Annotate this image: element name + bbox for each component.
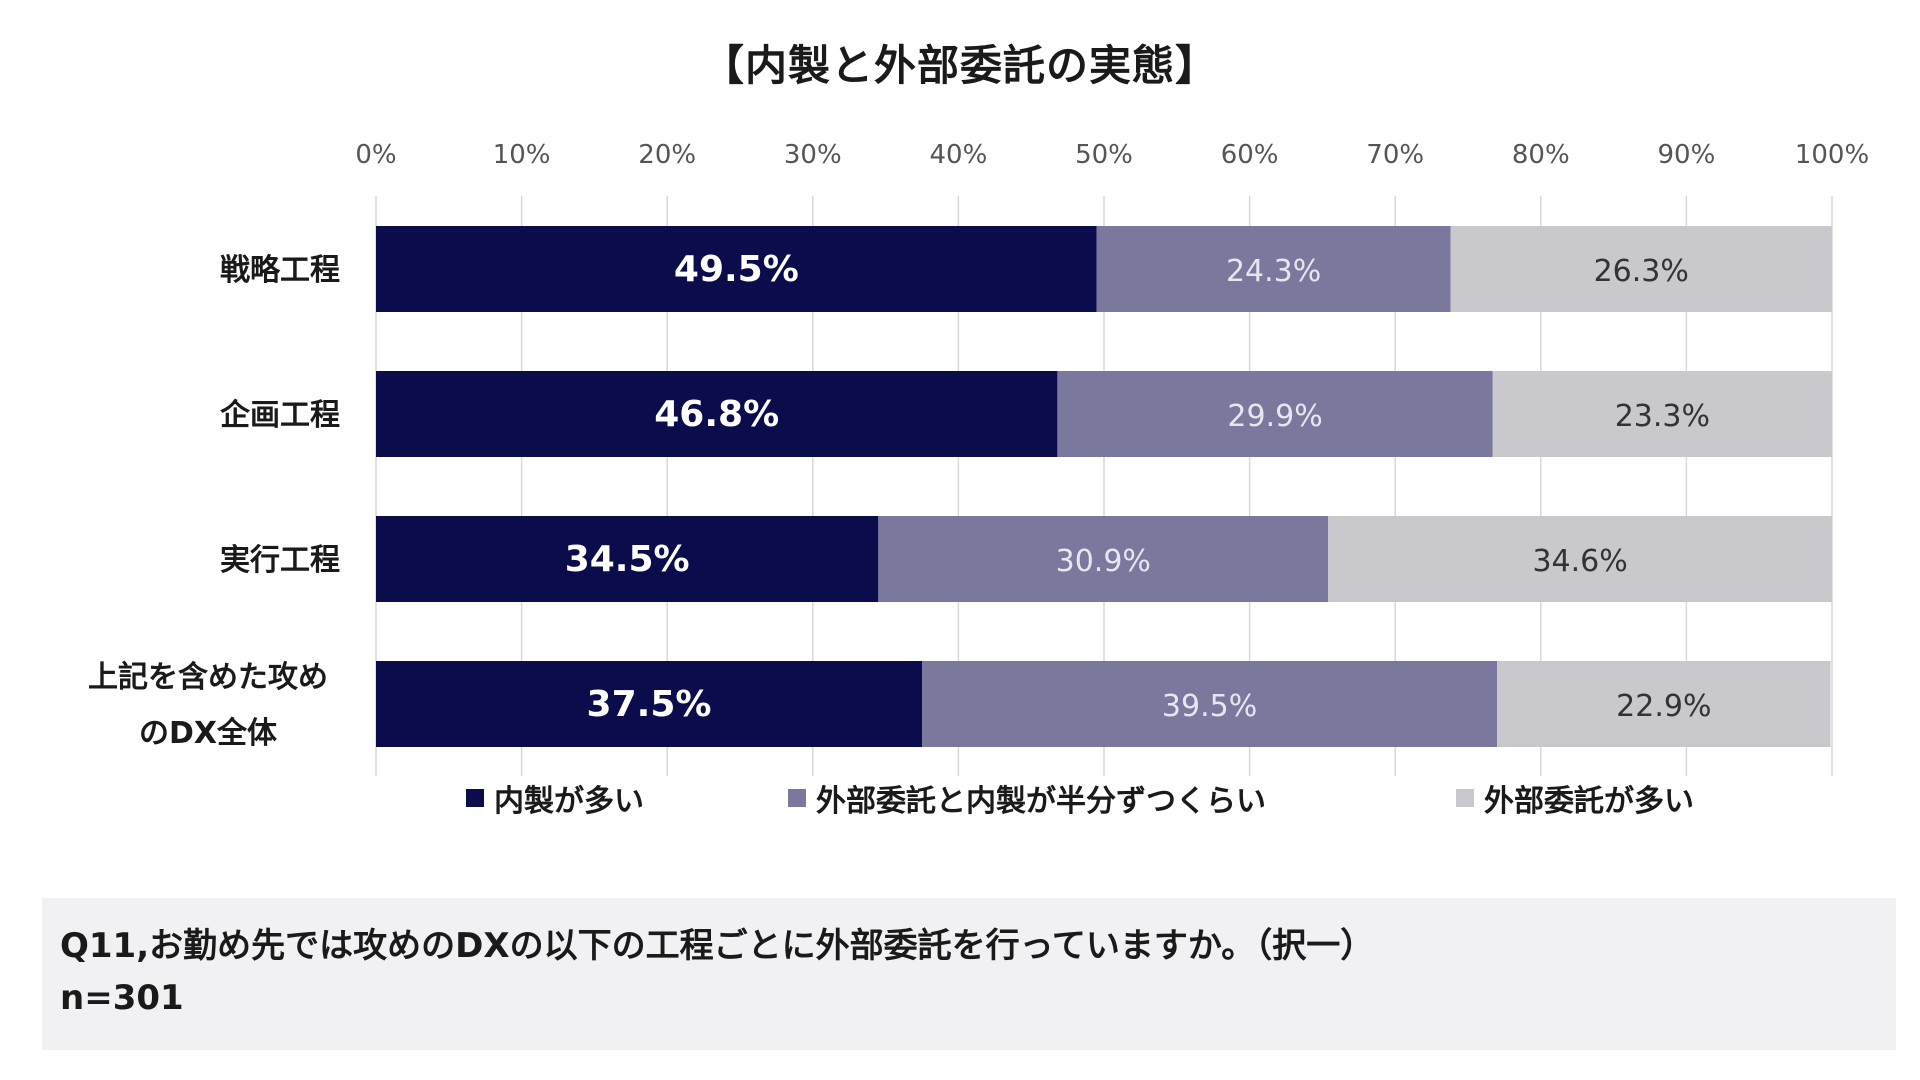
data-label: 46.8%	[654, 394, 779, 435]
bar-segment	[376, 371, 1058, 457]
data-label: 39.5%	[1162, 689, 1257, 724]
data-label: 34.6%	[1532, 544, 1627, 579]
x-tick-label: 20%	[638, 140, 696, 170]
data-label: 30.9%	[1056, 544, 1151, 579]
legend-swatch	[1456, 789, 1474, 807]
legend-item-gaibu: 外部委託が多い	[1456, 776, 1694, 820]
bar-segment	[1450, 226, 1832, 312]
x-tick-label: 80%	[1512, 140, 1570, 170]
bar-segment	[376, 661, 922, 747]
legend-item-half: 外部委託と内製が半分ずつくらい	[788, 776, 1266, 820]
data-label: 23.3%	[1615, 399, 1710, 434]
data-label: 22.9%	[1616, 689, 1711, 724]
legend: 内製が多い 外部委託と内製が半分ずつくらい 外部委託が多い	[0, 776, 1920, 820]
category-label: 戦略工程	[220, 253, 340, 288]
category-label: のDX全体	[139, 716, 278, 751]
category-label: 上記を含めた攻め	[88, 660, 328, 695]
chart-title: 【内製と外部委託の実態】	[701, 41, 1218, 90]
bar-segment	[1328, 516, 1832, 602]
legend-swatch	[466, 789, 484, 807]
bar-segment	[1096, 226, 1451, 312]
legend-label: 外部委託と内製が半分ずつくらい	[816, 784, 1266, 819]
question-text: Q11,お勤め先では攻めのDXの以下の工程ごとに外部委託を行っていますか。（択一…	[60, 926, 1375, 966]
stacked-bar-chart: 0% 10% 20% 30% 40% 50% 60% 70% 80% 90% 100% 49.5% 24…	[88, 140, 1869, 776]
legend-item-naisei: 内製が多い	[466, 776, 644, 820]
data-label: 24.3%	[1226, 254, 1321, 289]
bar-segment	[1497, 661, 1831, 747]
x-tick-label: 90%	[1658, 140, 1716, 170]
legend-label: 外部委託が多い	[1484, 784, 1694, 819]
data-label: 29.9%	[1227, 399, 1322, 434]
x-tick-label: 50%	[1075, 140, 1133, 170]
category-label: 企画工程	[220, 398, 340, 433]
x-tick-label: 70%	[1366, 140, 1424, 170]
x-tick-label: 40%	[930, 140, 988, 170]
data-label: 37.5%	[587, 684, 712, 725]
bar-segment	[922, 661, 1498, 747]
data-label: 34.5%	[565, 539, 690, 580]
data-label: 26.3%	[1594, 254, 1689, 289]
category-label: 実行工程	[220, 543, 340, 578]
sample-size: n=301	[60, 978, 184, 1018]
bar-segment	[1057, 371, 1493, 457]
x-tick-label: 10%	[493, 140, 551, 170]
x-tick-label: 0%	[355, 140, 396, 170]
bar-segment	[376, 226, 1097, 312]
x-tick-label: 60%	[1221, 140, 1279, 170]
legend-swatch	[788, 789, 806, 807]
data-label: 49.5%	[674, 249, 799, 290]
x-tick-label: 30%	[784, 140, 842, 170]
legend-label: 内製が多い	[494, 784, 644, 819]
x-tick-label: 100%	[1795, 140, 1869, 170]
question-note: Q11,お勤め先では攻めのDXの以下の工程ごとに外部委託を行っていますか。（択一…	[42, 898, 1896, 1050]
bar-segment	[878, 516, 1329, 602]
bar-segment	[376, 516, 879, 602]
bar-segment	[1492, 371, 1832, 457]
